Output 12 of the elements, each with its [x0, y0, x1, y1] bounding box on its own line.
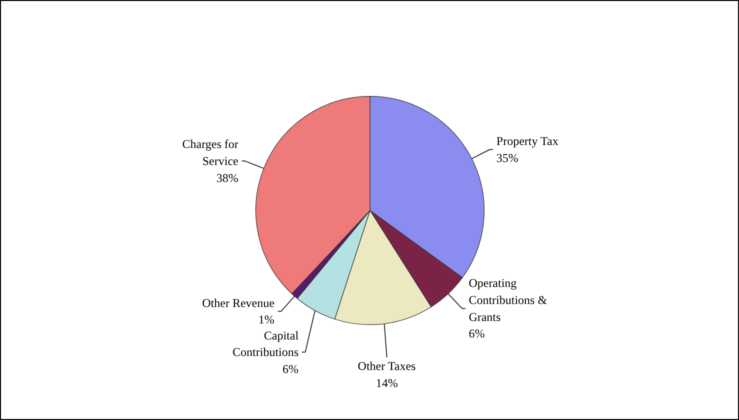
data-label: 38%	[216, 170, 238, 185]
slice-label: Other Revenue	[202, 296, 274, 310]
data-label: 6%	[282, 362, 299, 376]
slice-label: Operating Contributions & Grants	[468, 276, 548, 324]
slice-label: Property Tax	[496, 134, 558, 148]
data-label: 35%	[496, 150, 518, 165]
data-label: 6%	[468, 326, 485, 341]
slice-label: Capital Contributions	[232, 328, 300, 360]
slice-label: Charges for Service	[182, 137, 238, 168]
data-label: 14%	[376, 376, 398, 390]
data-label: 1%	[258, 312, 274, 327]
slice-label: Other Taxes	[358, 359, 416, 374]
